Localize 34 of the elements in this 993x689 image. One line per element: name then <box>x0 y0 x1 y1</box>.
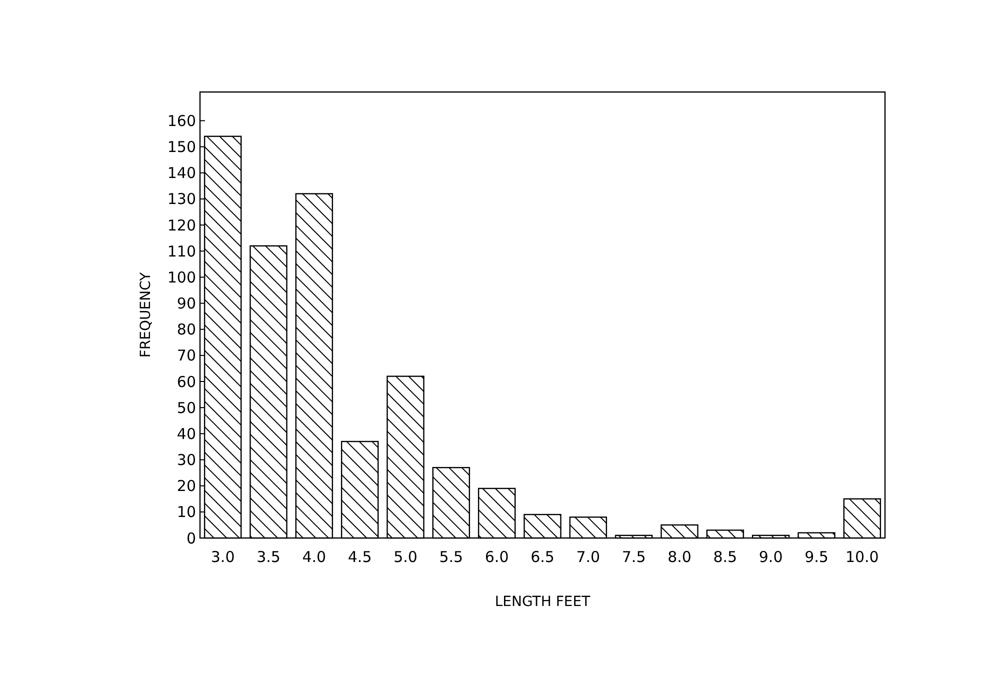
y-tick-label: 160 <box>167 112 196 130</box>
y-tick-label: 60 <box>176 372 196 391</box>
x-tick-label: 8.5 <box>713 548 738 566</box>
y-axis-title: FREQUENCY <box>138 272 154 358</box>
y-tick-label: 70 <box>176 346 196 365</box>
x-axis-title: LENGTH FEET <box>494 594 591 610</box>
x-tick-label: 5.0 <box>394 548 418 566</box>
x-tick-label: 3.5 <box>256 548 280 566</box>
y-tick-label: 30 <box>176 451 196 470</box>
x-tick-label: 10.0 <box>845 548 879 566</box>
x-tick-label: 6.5 <box>530 548 554 566</box>
x-tick-label: 9.0 <box>758 548 783 566</box>
x-tick-label: 7.0 <box>576 548 600 566</box>
y-tick-label: 110 <box>167 242 196 260</box>
y-tick-label: 50 <box>176 398 196 417</box>
y-tick-label: 120 <box>167 216 196 234</box>
x-tick-label: 5.5 <box>439 548 464 566</box>
y-tick-label: 150 <box>167 138 196 156</box>
y-tick-label: 140 <box>167 164 196 182</box>
x-tick-label: 4.0 <box>302 548 326 566</box>
x-tick-label: 3.0 <box>210 548 235 566</box>
y-tick-label: 80 <box>176 320 196 339</box>
y-tick-label: 40 <box>176 424 196 443</box>
y-tick-label: 0 <box>186 529 196 548</box>
x-tick-label: 7.5 <box>622 548 646 566</box>
y-tick-label: 90 <box>176 294 196 313</box>
x-tick-label: 4.5 <box>348 548 372 566</box>
x-tick-label: 6.0 <box>484 548 509 566</box>
x-tick-label: 8.0 <box>668 548 692 566</box>
y-tick-label: 130 <box>167 190 196 208</box>
y-tick-label: 100 <box>167 268 196 286</box>
x-tick-label: 9.5 <box>804 548 828 566</box>
y-tick-label: 20 <box>176 477 196 496</box>
y-tick-label: 10 <box>176 503 196 522</box>
